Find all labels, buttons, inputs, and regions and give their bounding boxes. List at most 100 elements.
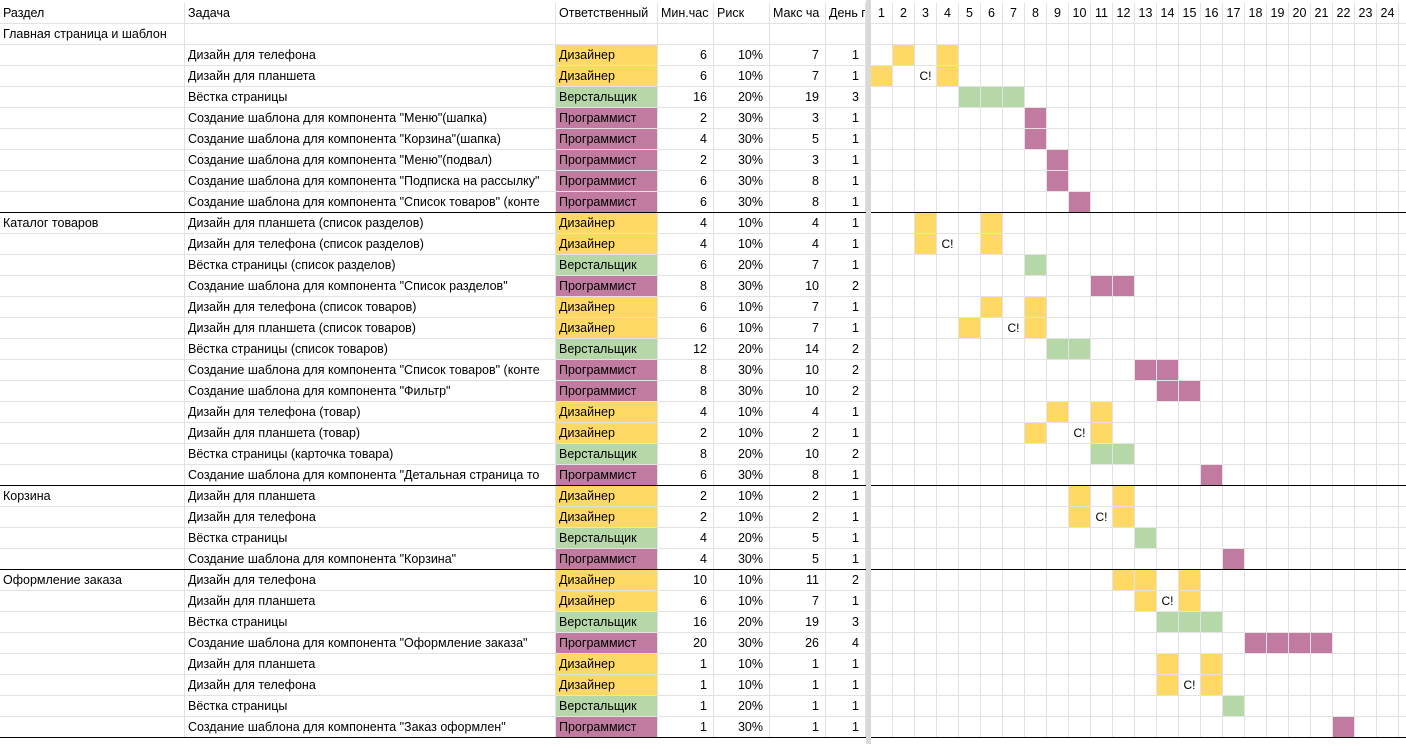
days-cell[interactable]: [826, 24, 866, 45]
gantt-cell[interactable]: [1355, 717, 1377, 738]
gantt-cell[interactable]: [1333, 24, 1355, 45]
section-cell[interactable]: [0, 444, 185, 465]
gantt-cell[interactable]: [1223, 192, 1245, 213]
gantt-cell[interactable]: [1289, 234, 1311, 255]
responsible-cell[interactable]: Программист: [556, 129, 658, 150]
gantt-cell[interactable]: [937, 171, 959, 192]
gantt-cell[interactable]: [1311, 507, 1333, 528]
gantt-cell[interactable]: [1223, 297, 1245, 318]
min-hours-cell[interactable]: 8: [658, 360, 714, 381]
gantt-cell[interactable]: [1245, 402, 1267, 423]
gantt-cell[interactable]: [1201, 108, 1223, 129]
gantt-cell[interactable]: [871, 297, 893, 318]
day-header-1[interactable]: 1: [871, 3, 893, 24]
risk-cell[interactable]: 10%: [714, 591, 770, 612]
gantt-cell[interactable]: [937, 360, 959, 381]
gantt-cell[interactable]: [959, 276, 981, 297]
gantt-cell[interactable]: [981, 507, 1003, 528]
gantt-cell[interactable]: [915, 654, 937, 675]
gantt-cell[interactable]: [1047, 444, 1069, 465]
gantt-cell[interactable]: [959, 66, 981, 87]
gantt-cell[interactable]: [1069, 66, 1091, 87]
days-cell[interactable]: 1: [826, 486, 866, 507]
gantt-cell[interactable]: [1135, 87, 1157, 108]
max-hours-cell[interactable]: 2: [770, 486, 826, 507]
gantt-cell[interactable]: [981, 108, 1003, 129]
min-hours-cell[interactable]: 1: [658, 717, 714, 738]
gantt-cell[interactable]: [1113, 234, 1135, 255]
gantt-cell[interactable]: [1355, 528, 1377, 549]
day-header-17[interactable]: 17: [1223, 3, 1245, 24]
gantt-cell[interactable]: [981, 612, 1003, 633]
gantt-cell[interactable]: [1047, 549, 1069, 570]
gantt-cell[interactable]: [1289, 717, 1311, 738]
gantt-cell[interactable]: [1179, 87, 1201, 108]
gantt-cell[interactable]: [1069, 528, 1091, 549]
gantt-cell[interactable]: [1245, 255, 1267, 276]
gantt-cell[interactable]: [1355, 108, 1377, 129]
gantt-cell[interactable]: [893, 528, 915, 549]
task-cell[interactable]: Вёстка страницы (список разделов): [185, 255, 556, 276]
gantt-cell[interactable]: [1223, 87, 1245, 108]
gantt-cell[interactable]: [1157, 24, 1179, 45]
max-hours-cell[interactable]: 2: [770, 423, 826, 444]
gantt-cell[interactable]: [1113, 360, 1135, 381]
gantt-cell[interactable]: [937, 528, 959, 549]
gantt-cell[interactable]: [1003, 423, 1025, 444]
gantt-cell[interactable]: [937, 654, 959, 675]
gantt-cell[interactable]: [1311, 45, 1333, 66]
gantt-cell[interactable]: [937, 150, 959, 171]
gantt-cell[interactable]: [1333, 591, 1355, 612]
gantt-cell[interactable]: [1223, 675, 1245, 696]
gantt-cell[interactable]: [893, 87, 915, 108]
gantt-cell[interactable]: [893, 612, 915, 633]
gantt-cell[interactable]: [1201, 87, 1223, 108]
max-hours-cell[interactable]: 1: [770, 717, 826, 738]
gantt-cell[interactable]: [1003, 108, 1025, 129]
gantt-cell[interactable]: [1091, 360, 1113, 381]
responsible-cell[interactable]: Программист: [556, 276, 658, 297]
gantt-cell[interactable]: [1311, 528, 1333, 549]
gantt-bar-cell[interactable]: [1157, 675, 1179, 696]
gantt-cell[interactable]: [871, 24, 893, 45]
gantt-cell[interactable]: [893, 549, 915, 570]
gantt-cell[interactable]: [1003, 570, 1025, 591]
gantt-cell[interactable]: [1333, 213, 1355, 234]
max-hours-cell[interactable]: 11: [770, 570, 826, 591]
gantt-cell[interactable]: [1157, 234, 1179, 255]
min-hours-cell[interactable]: 20: [658, 633, 714, 654]
gantt-cell[interactable]: [959, 402, 981, 423]
gantt-cell[interactable]: [1311, 339, 1333, 360]
responsible-cell[interactable]: Верстальщик: [556, 87, 658, 108]
gantt-cell[interactable]: [1289, 549, 1311, 570]
gantt-bar-cell[interactable]: [1069, 192, 1091, 213]
gantt-cell[interactable]: [1113, 696, 1135, 717]
gantt-cell[interactable]: [1289, 696, 1311, 717]
gantt-cell[interactable]: [1245, 654, 1267, 675]
gantt-cell[interactable]: [1311, 465, 1333, 486]
gantt-cell[interactable]: [1025, 66, 1047, 87]
min-hours-cell[interactable]: 8: [658, 276, 714, 297]
gantt-cell[interactable]: [1245, 696, 1267, 717]
gantt-cell[interactable]: [1267, 318, 1289, 339]
gantt-cell[interactable]: [981, 45, 1003, 66]
gantt-cell[interactable]: [1223, 339, 1245, 360]
gantt-cell[interactable]: [1179, 297, 1201, 318]
max-hours-cell[interactable]: 10: [770, 360, 826, 381]
gantt-cell[interactable]: [981, 591, 1003, 612]
gantt-cell[interactable]: [1311, 612, 1333, 633]
gantt-cell[interactable]: [1333, 255, 1355, 276]
gantt-cell[interactable]: [871, 423, 893, 444]
gantt-cell[interactable]: [915, 171, 937, 192]
section-cell[interactable]: Корзина: [0, 486, 185, 507]
gantt-bar-cell[interactable]: [1003, 87, 1025, 108]
gantt-cell[interactable]: [1245, 318, 1267, 339]
gantt-cell[interactable]: [1201, 234, 1223, 255]
gantt-cell[interactable]: [1047, 423, 1069, 444]
min-hours-cell[interactable]: 4: [658, 549, 714, 570]
task-cell[interactable]: Вёстка страницы: [185, 528, 556, 549]
gantt-cell[interactable]: [1091, 234, 1113, 255]
task-cell[interactable]: Дизайн для телефона: [185, 570, 556, 591]
day-header-7[interactable]: 7: [1003, 3, 1025, 24]
gantt-cell[interactable]: [1047, 381, 1069, 402]
